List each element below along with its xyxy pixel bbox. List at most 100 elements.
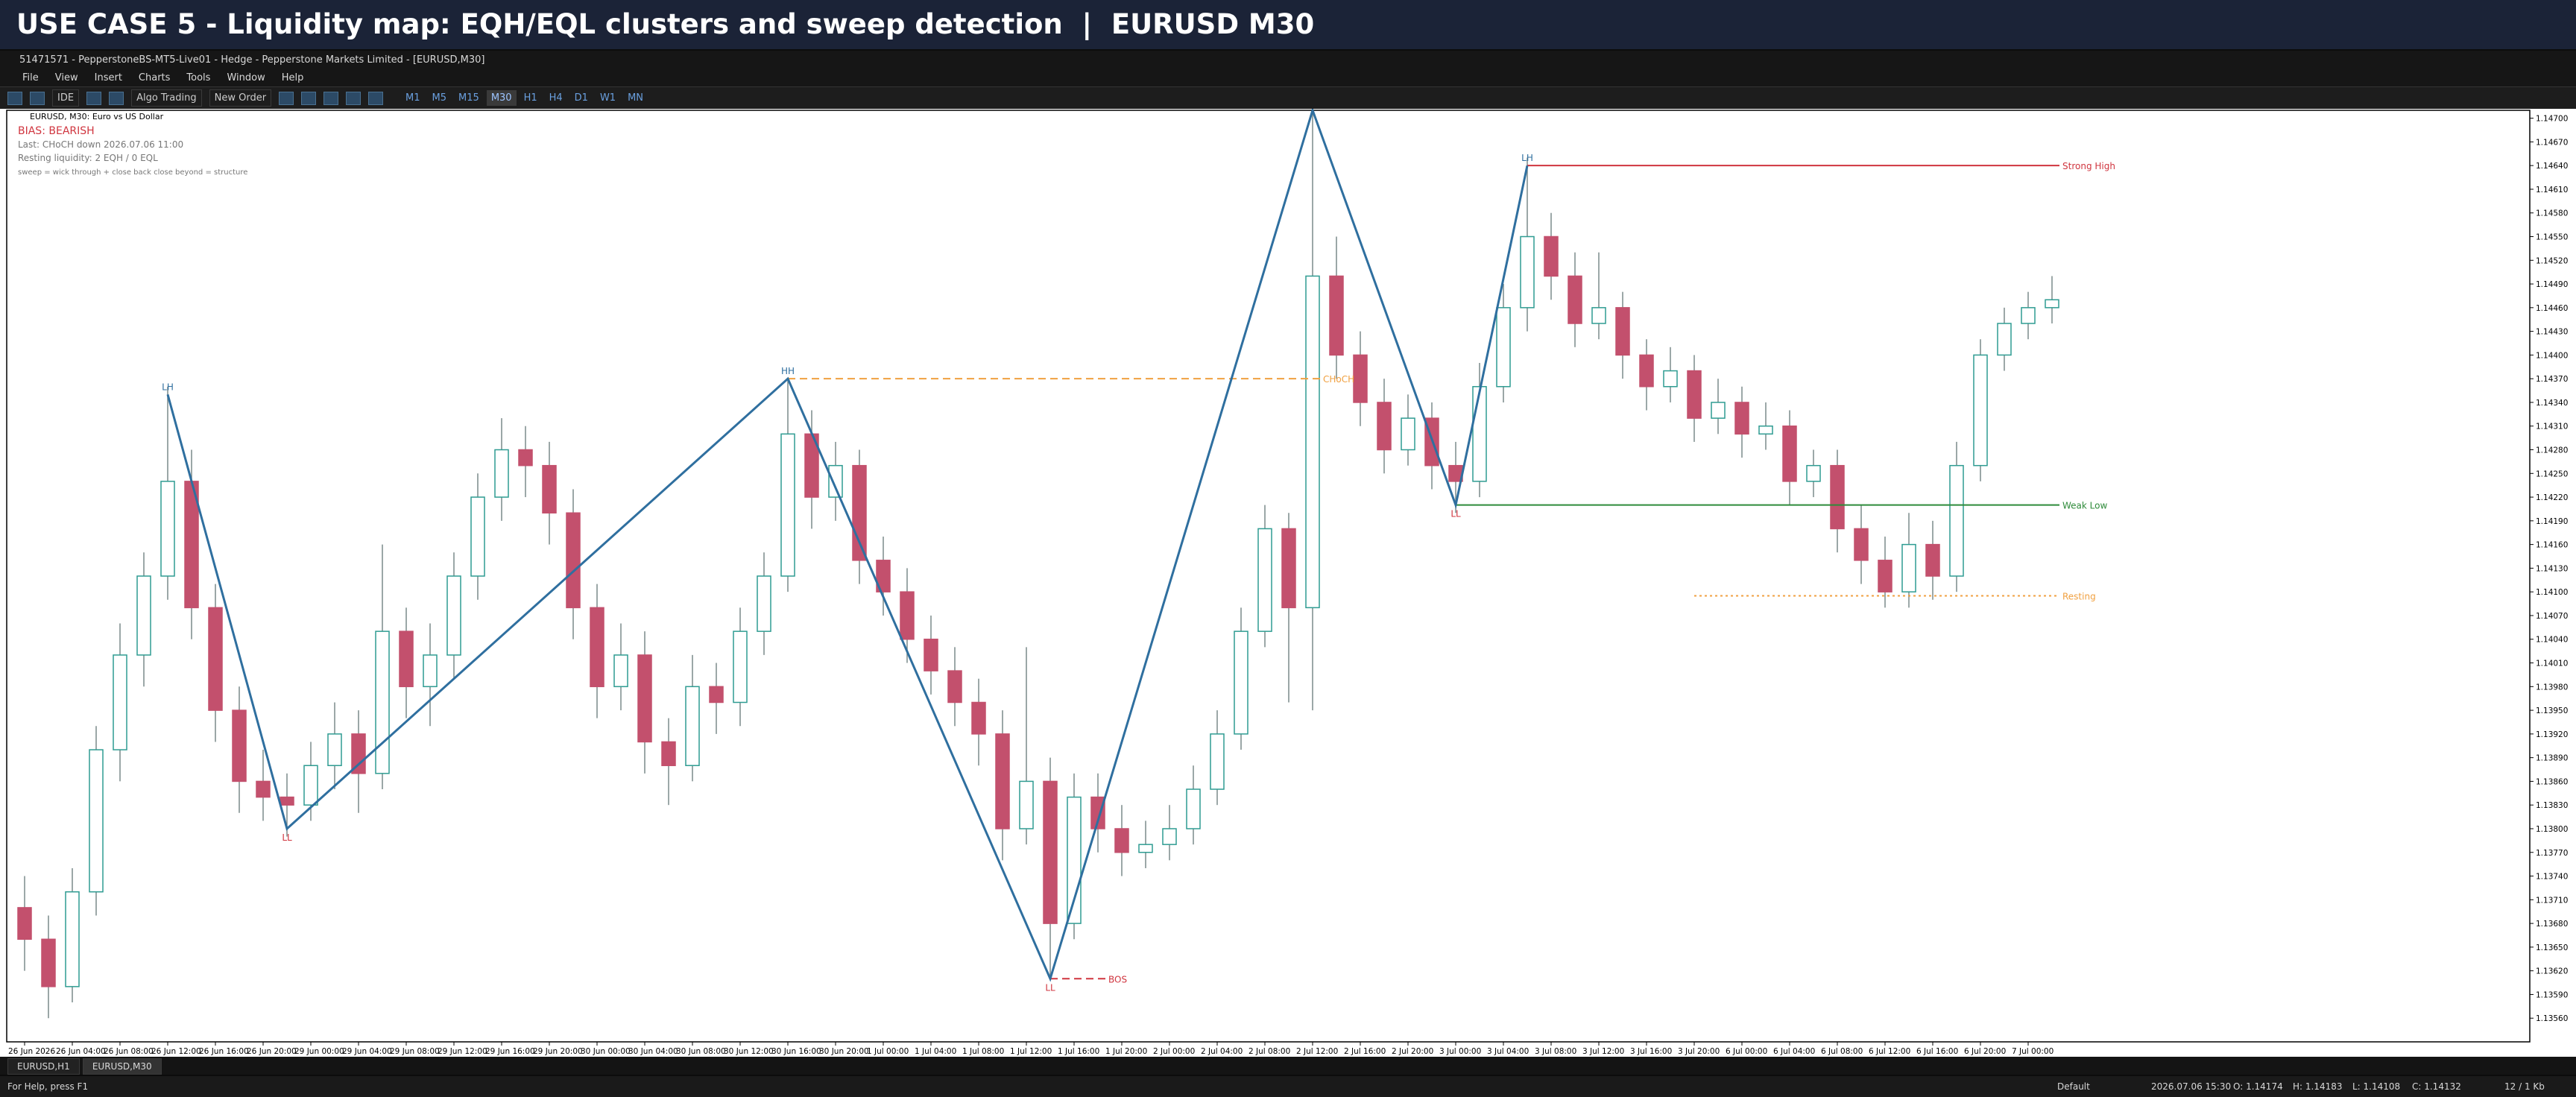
candle-body <box>1901 543 1916 592</box>
menu-item[interactable]: Charts <box>138 72 171 83</box>
ide-button[interactable]: IDE <box>52 89 80 107</box>
status-low: L: 1.14108 <box>2352 1081 2401 1092</box>
candle-body <box>1591 307 1606 324</box>
candle-body <box>1878 560 1892 592</box>
x-tick-label: 1 Jul 12:00 <box>1010 1047 1052 1056</box>
tool-icon[interactable] <box>368 91 384 105</box>
menu-item[interactable]: Tools <box>186 72 211 83</box>
y-tick-label: 1.13680 <box>2536 920 2568 929</box>
candle-body <box>327 733 342 766</box>
menu-item[interactable]: Help <box>281 72 304 83</box>
candle-body <box>613 654 628 688</box>
level-label: CHoCH <box>1323 374 1354 385</box>
tool-icon[interactable] <box>30 91 45 105</box>
candle-body <box>1925 543 1940 577</box>
tool-icon[interactable] <box>109 91 124 105</box>
candle-body <box>1067 796 1082 924</box>
candle-body <box>924 638 938 671</box>
candle-body <box>1711 402 1726 419</box>
info-line: BIAS: BEARISH <box>18 125 95 137</box>
tool-icon[interactable] <box>86 91 102 105</box>
candle-body <box>136 575 151 656</box>
candle-body <box>590 607 604 688</box>
timeframe-button[interactable]: M15 <box>458 92 479 104</box>
y-tick-label: 1.14520 <box>2536 256 2568 265</box>
x-tick-label: 2 Jul 00:00 <box>1153 1047 1195 1056</box>
x-tick-label: 6 Jul 04:00 <box>1773 1047 1815 1056</box>
candle-body <box>1758 425 1773 435</box>
y-tick-label: 1.14190 <box>2536 517 2568 526</box>
tool-icon[interactable] <box>279 91 294 105</box>
candle-body <box>1568 275 1582 324</box>
candle-body <box>1663 370 1678 388</box>
candle-body <box>303 765 318 806</box>
timeframe-button[interactable]: M5 <box>432 92 447 104</box>
chart-tab[interactable]: EURUSD,H1 <box>7 1058 80 1075</box>
candle-body <box>566 512 581 609</box>
y-tick-label: 1.13830 <box>2536 801 2568 810</box>
candle-body <box>1854 528 1869 561</box>
timeframe-button[interactable]: MN <box>628 92 644 104</box>
timeframe-button[interactable]: M1 <box>405 92 420 104</box>
x-tick-label: 29 Jun 16:00 <box>485 1047 535 1056</box>
candle-body <box>1687 370 1702 419</box>
timeframe-button[interactable]: D1 <box>574 92 588 104</box>
menu-item[interactable]: Window <box>227 72 265 83</box>
candle-body <box>733 630 748 704</box>
y-tick-label: 1.14370 <box>2536 375 2568 384</box>
y-tick-label: 1.13920 <box>2536 730 2568 739</box>
y-tick-label: 1.14400 <box>2536 351 2568 360</box>
timeframe-button[interactable]: H1 <box>523 92 537 104</box>
menu-item[interactable]: Insert <box>94 72 122 83</box>
tool-icon[interactable] <box>7 91 22 105</box>
x-tick-label: 26 Jun 20:00 <box>247 1047 297 1056</box>
candle-body <box>1806 464 1821 482</box>
candle-body <box>1544 235 1559 277</box>
candle-body <box>1973 354 1988 467</box>
x-tick-label: 29 Jun 08:00 <box>390 1047 440 1056</box>
x-tick-label: 30 Jun 08:00 <box>676 1047 726 1056</box>
algo-trading-button[interactable]: Algo Trading <box>131 89 202 107</box>
candle-body <box>232 709 247 783</box>
candle-body <box>446 575 461 656</box>
status-traffic: 12 / 1 Kb <box>2504 1081 2545 1092</box>
tool-icon[interactable] <box>323 91 339 105</box>
new-order-button[interactable]: New Order <box>209 89 272 107</box>
timeframe-button[interactable]: H4 <box>549 92 563 104</box>
candle-body <box>1114 828 1129 853</box>
menu-item[interactable]: File <box>22 72 39 83</box>
candle-body <box>1305 275 1320 609</box>
candle-body <box>208 607 223 711</box>
candle-body <box>1496 307 1511 388</box>
x-tick-label: 30 Jun 12:00 <box>724 1047 774 1056</box>
x-tick-label: 1 Jul 16:00 <box>1058 1047 1099 1056</box>
zigzag-line <box>166 109 1529 982</box>
timeframe-button[interactable]: W1 <box>599 92 616 104</box>
y-tick-label: 1.14310 <box>2536 423 2568 431</box>
candle-body <box>852 464 867 561</box>
status-time: 2026.07.06 15:30 <box>2151 1081 2232 1092</box>
timeframe-button[interactable]: M30 <box>486 90 517 106</box>
y-tick-label: 1.13560 <box>2536 1014 2568 1023</box>
menu-item[interactable]: View <box>54 72 78 83</box>
tool-icon[interactable] <box>346 91 362 105</box>
candle-body <box>470 496 485 577</box>
x-tick-label: 1 Jul 08:00 <box>962 1047 1004 1056</box>
x-tick-label: 6 Jul 16:00 <box>1916 1047 1958 1056</box>
candle-body <box>995 733 1010 829</box>
timeframes: M1 M5 M15 M30 H1 H4 D1 W1 MN <box>401 90 648 106</box>
candle-body <box>1949 464 1964 577</box>
status-help: For Help, press F1 <box>7 1081 89 1092</box>
candle-body <box>65 891 80 987</box>
tool-icon[interactable] <box>301 91 317 105</box>
swing-label: HH <box>781 366 795 376</box>
y-tick-label: 1.14670 <box>2536 138 2568 147</box>
swing-label: LH <box>162 382 174 392</box>
candle-body <box>1639 354 1654 388</box>
candle-body <box>2045 299 2059 309</box>
candle-body <box>17 907 32 940</box>
chart-tab[interactable]: EURUSD,M30 <box>82 1058 162 1075</box>
y-tick-label: 1.14220 <box>2536 493 2568 502</box>
y-tick-label: 1.13980 <box>2536 683 2568 692</box>
